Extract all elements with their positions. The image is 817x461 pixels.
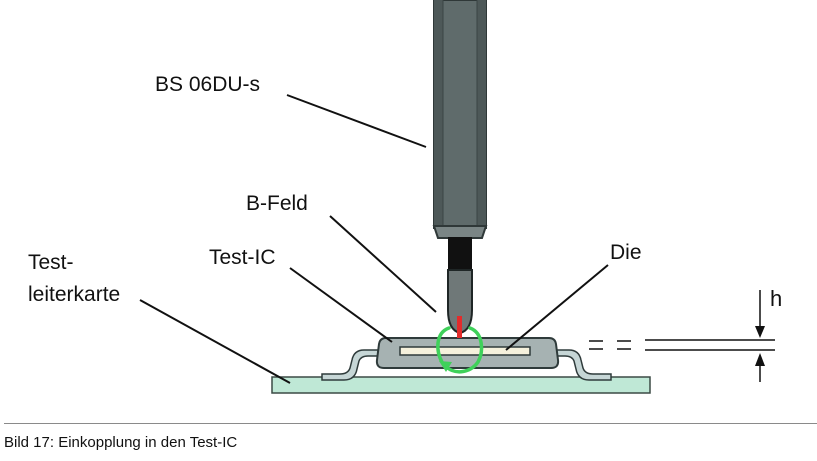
coupling-diagram: BS 06DU-s B-Feld Test-IC Die Test- leite… xyxy=(28,0,782,394)
label-test-ic: Test-IC xyxy=(209,246,276,269)
ic-pin-left xyxy=(321,349,379,381)
ic-die xyxy=(399,346,531,356)
leader-field xyxy=(329,215,437,313)
label-pcb-line2: leiterkarte xyxy=(28,283,120,306)
b-field xyxy=(436,316,484,374)
b-field-loop xyxy=(436,326,484,374)
leader-test-ic xyxy=(289,267,393,343)
leader-probe xyxy=(286,94,427,148)
height-dimension xyxy=(589,290,775,382)
caption-divider xyxy=(4,423,817,424)
leader-die xyxy=(505,264,609,351)
label-pcb-line1: Test- xyxy=(28,251,74,274)
figure-caption: Bild 17: Einkopplung in den Test-IC xyxy=(4,434,238,451)
label-probe: BS 06DU-s xyxy=(155,73,260,96)
ic-pin-right xyxy=(554,349,612,381)
height-arrow-up xyxy=(755,353,765,366)
b-field-arrow xyxy=(457,316,462,338)
label-height: h xyxy=(770,286,782,311)
height-arrow-down xyxy=(755,326,765,338)
label-b-field: B-Feld xyxy=(246,192,308,215)
probe-bs06du-s xyxy=(432,0,488,335)
leader-pcb xyxy=(139,299,291,384)
label-die: Die xyxy=(610,241,642,264)
test-pcb xyxy=(271,376,651,394)
